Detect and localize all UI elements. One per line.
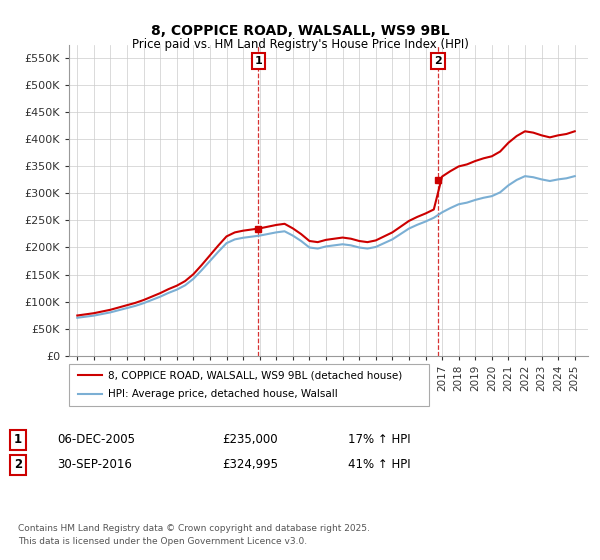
Text: 30-SEP-2016: 30-SEP-2016 xyxy=(57,458,132,472)
Text: 8, COPPICE ROAD, WALSALL, WS9 9BL: 8, COPPICE ROAD, WALSALL, WS9 9BL xyxy=(151,24,449,38)
Text: £235,000: £235,000 xyxy=(222,433,278,446)
Text: 1: 1 xyxy=(14,433,22,446)
Text: 41% ↑ HPI: 41% ↑ HPI xyxy=(348,458,410,472)
Text: HPI: Average price, detached house, Walsall: HPI: Average price, detached house, Wals… xyxy=(108,389,338,399)
Text: £324,995: £324,995 xyxy=(222,458,278,472)
Text: 17% ↑ HPI: 17% ↑ HPI xyxy=(348,433,410,446)
Text: 06-DEC-2005: 06-DEC-2005 xyxy=(57,433,135,446)
Text: 1: 1 xyxy=(254,56,262,66)
Text: Price paid vs. HM Land Registry's House Price Index (HPI): Price paid vs. HM Land Registry's House … xyxy=(131,38,469,51)
Text: Contains HM Land Registry data © Crown copyright and database right 2025.
This d: Contains HM Land Registry data © Crown c… xyxy=(18,524,370,545)
Text: 2: 2 xyxy=(434,56,442,66)
Text: 8, COPPICE ROAD, WALSALL, WS9 9BL (detached house): 8, COPPICE ROAD, WALSALL, WS9 9BL (detac… xyxy=(108,370,402,380)
Text: 2: 2 xyxy=(14,458,22,472)
